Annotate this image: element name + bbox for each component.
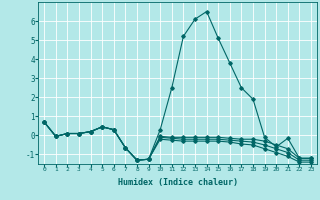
X-axis label: Humidex (Indice chaleur): Humidex (Indice chaleur) bbox=[118, 178, 238, 187]
